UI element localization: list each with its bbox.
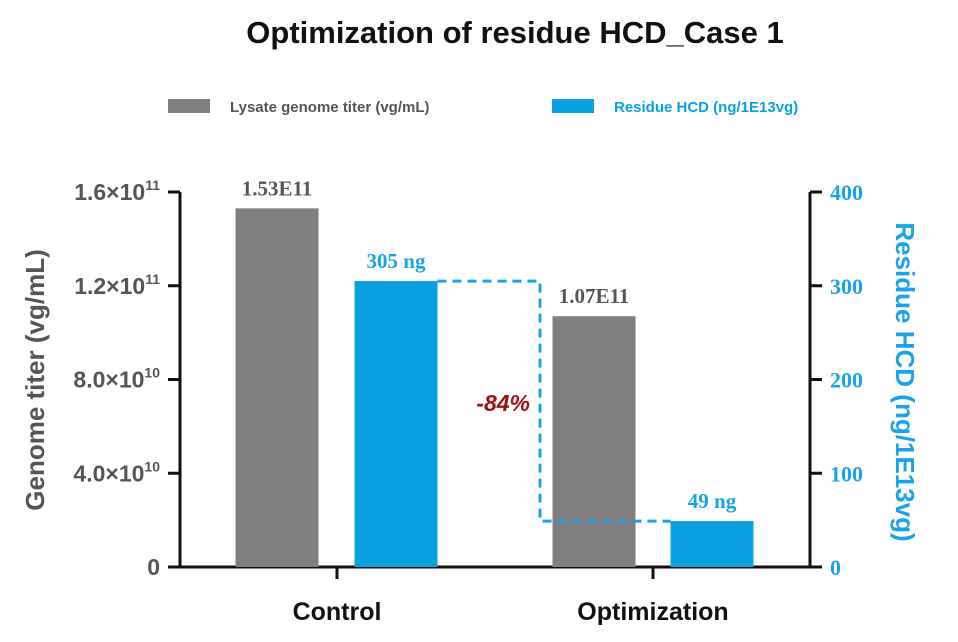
- left-tick-label: 8.0×1010: [73, 365, 160, 393]
- left-axis: 0 4.0×1010 8.0×1010 1.2×1011 1.6×1011 Genome…: [20, 177, 182, 580]
- left-tick-label: 1.2×1011: [74, 271, 160, 299]
- right-axis-ticks: 0 100 200 300 400: [810, 180, 863, 580]
- category-label-control: Control: [293, 598, 382, 626]
- right-axis-title: Residue HCD (ng/1E13vg): [890, 222, 920, 541]
- reduction-connector: [437, 279, 671, 523]
- right-tick-label: 200: [830, 368, 863, 393]
- left-axis-ticks: 0 4.0×1010 8.0×1010 1.2×1011 1.6×1011: [73, 177, 180, 580]
- left-tick-label: 0: [147, 554, 160, 580]
- legend-swatch-genome-titer: [168, 99, 210, 113]
- legend: Lysate genome titer (vg/mL) Residue HCD …: [168, 99, 798, 116]
- data-label-residue-hcd-control: 305 ng: [367, 249, 426, 273]
- right-tick-label: 0: [830, 555, 841, 580]
- right-tick-label: 400: [830, 180, 863, 205]
- chart-title: Optimization of residue HCD_Case 1: [246, 15, 783, 50]
- data-label-genome-titer-optimization: 1.07E11: [559, 284, 630, 308]
- bar-residue-hcd-control: [354, 281, 438, 567]
- right-tick-label: 100: [830, 461, 863, 486]
- data-label-genome-titer-control: 1.53E11: [242, 176, 313, 200]
- right-axis: 0 100 200 300 400 Residue HCD (ng/1E13vg): [808, 180, 920, 580]
- left-tick-label: 1.6×1011: [74, 177, 160, 205]
- left-tick-label: 4.0×1010: [73, 458, 160, 486]
- right-tick-label: 300: [830, 274, 863, 299]
- bars: [235, 208, 754, 567]
- bar-residue-hcd-optimization: [670, 521, 754, 567]
- bar-genome-titer-control: [235, 208, 319, 567]
- data-label-residue-hcd-optimization: 49 ng: [688, 489, 737, 513]
- legend-swatch-residue-hcd: [552, 99, 594, 113]
- legend-label-genome-titer: Lysate genome titer (vg/mL): [230, 99, 429, 116]
- left-axis-title: Genome titer (vg/mL): [20, 249, 50, 510]
- category-label-optimization: Optimization: [577, 598, 728, 626]
- bar-genome-titer-optimization: [552, 316, 636, 567]
- data-labels: 1.53E11 1.07E11 305 ng 49 ng: [242, 176, 737, 513]
- legend-label-residue-hcd: Residue HCD (ng/1E13vg): [614, 99, 798, 116]
- reduction-annotation: -84%: [437, 279, 671, 523]
- reduction-percent-label: -84%: [476, 390, 530, 416]
